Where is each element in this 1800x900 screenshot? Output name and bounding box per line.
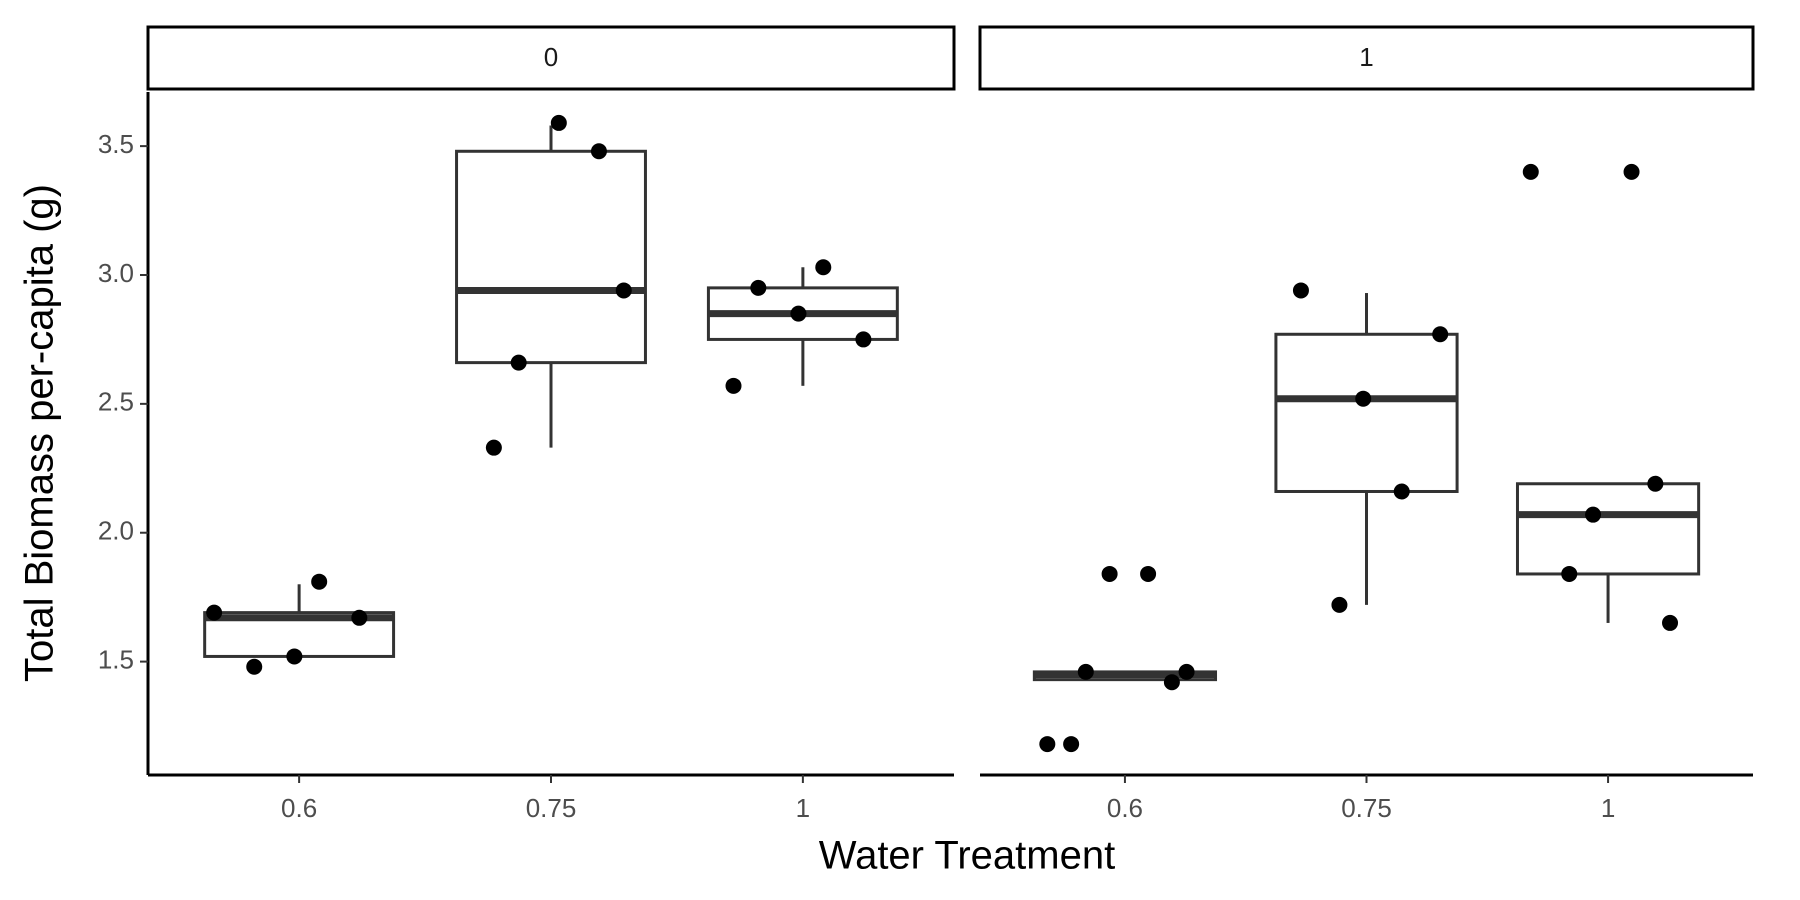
point — [1140, 565, 1157, 582]
point — [590, 143, 607, 160]
point — [510, 354, 527, 371]
point — [1039, 736, 1056, 753]
box — [1515, 482, 1701, 576]
point — [206, 604, 223, 621]
point — [815, 259, 832, 276]
point — [1163, 674, 1180, 691]
strip — [146, 25, 956, 91]
y-tick-label: 2.5 — [98, 387, 134, 417]
point — [1101, 565, 1118, 582]
strip-label: 1 — [1359, 42, 1373, 72]
point — [1432, 326, 1449, 343]
point — [1585, 506, 1602, 523]
y-tick-label: 2.0 — [98, 516, 134, 546]
point — [750, 279, 767, 296]
point — [1561, 565, 1578, 582]
x-tick-label: 0.75 — [526, 793, 577, 823]
y-tick-label: 1.5 — [98, 644, 134, 674]
box — [1274, 332, 1459, 493]
point — [246, 658, 263, 675]
x-tick-label: 0.6 — [281, 793, 317, 823]
point — [1178, 663, 1195, 680]
y-tick-label: 3.5 — [98, 129, 134, 159]
y-axis-title: Total Biomass per-capita (g) — [18, 184, 62, 682]
point — [1662, 614, 1679, 631]
point — [1393, 483, 1410, 500]
x-tick-label: 1 — [796, 793, 810, 823]
point — [351, 609, 368, 626]
y-tick-label: 3.0 — [98, 258, 134, 288]
x-tick-label: 0.75 — [1341, 793, 1392, 823]
strip-label: 0 — [544, 42, 558, 72]
point — [855, 331, 872, 348]
point — [790, 305, 807, 322]
box — [455, 149, 647, 365]
point — [485, 439, 502, 456]
point — [311, 573, 328, 590]
point — [1647, 475, 1664, 492]
point — [1522, 163, 1539, 180]
x-tick-label: 0.6 — [1107, 793, 1143, 823]
point — [1623, 163, 1640, 180]
point — [615, 282, 632, 299]
point — [725, 377, 742, 394]
point — [550, 114, 567, 131]
point — [1292, 282, 1309, 299]
point — [1331, 596, 1348, 613]
point — [1355, 390, 1372, 407]
x-axis-title: Water Treatment — [819, 834, 1115, 878]
strip — [978, 25, 1755, 91]
point — [1063, 736, 1080, 753]
x-tick-label: 1 — [1601, 793, 1615, 823]
point — [286, 648, 303, 665]
point — [1077, 663, 1094, 680]
